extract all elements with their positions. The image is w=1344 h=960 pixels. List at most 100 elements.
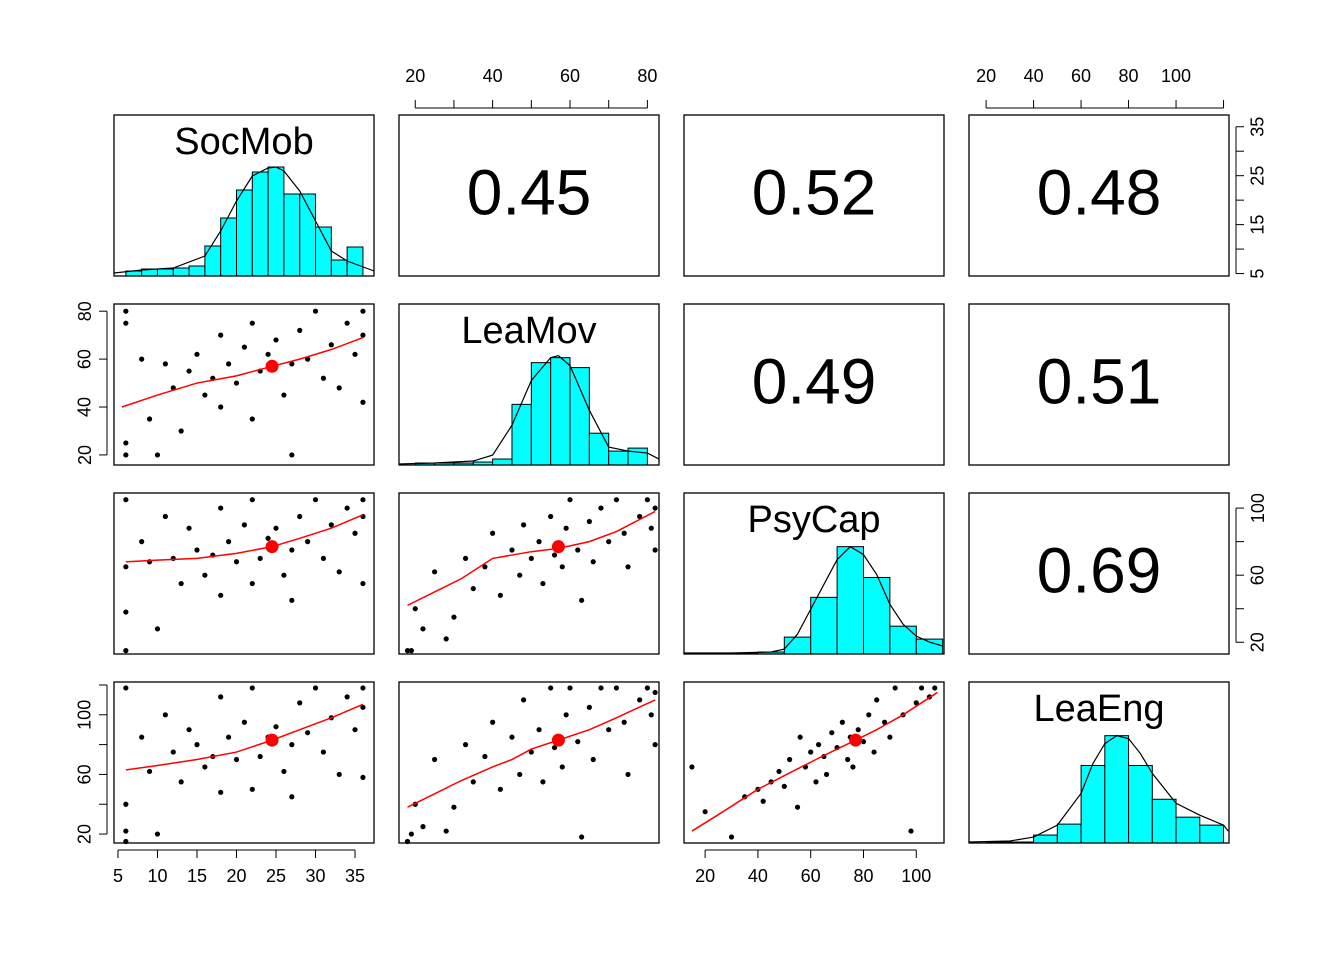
point [470, 585, 476, 592]
point [536, 539, 542, 545]
point [621, 530, 627, 536]
point [613, 497, 620, 503]
point [360, 399, 366, 405]
point [590, 756, 596, 763]
point [567, 685, 573, 691]
point [606, 539, 612, 545]
point [520, 522, 527, 528]
point [218, 505, 224, 511]
point [289, 794, 295, 800]
point [194, 742, 200, 748]
density-line [969, 735, 1229, 843]
point [344, 694, 350, 700]
point [281, 768, 287, 775]
y-tick-label: 35 [1248, 117, 1268, 137]
point [123, 828, 129, 834]
point [289, 452, 295, 458]
point [652, 547, 658, 553]
point [606, 727, 612, 733]
mean-point [265, 540, 279, 554]
point [123, 648, 129, 654]
point [728, 834, 735, 840]
point [265, 535, 271, 541]
point [586, 518, 592, 525]
point [839, 719, 845, 725]
point [932, 685, 938, 691]
point [644, 497, 650, 503]
point [123, 801, 129, 807]
point [451, 804, 457, 810]
mean-point [551, 540, 565, 554]
histogram-bar [1199, 824, 1225, 844]
point [551, 552, 558, 558]
point [233, 756, 240, 763]
point [352, 727, 358, 733]
correlation: 0.51 [1037, 345, 1162, 417]
point [218, 789, 224, 795]
point [548, 513, 554, 520]
correlation: 0.48 [1037, 156, 1162, 228]
histogram-bar [915, 638, 944, 655]
point [139, 356, 145, 362]
histogram-bar [511, 403, 532, 466]
histogram-bar [188, 265, 206, 277]
point [621, 719, 627, 725]
histogram-bar [283, 193, 301, 277]
point [289, 361, 295, 367]
point [194, 351, 200, 357]
point [360, 332, 366, 338]
panel-border [398, 114, 660, 277]
mean-point [265, 733, 279, 747]
point [178, 580, 184, 587]
point [892, 685, 898, 691]
point [320, 375, 327, 381]
point [776, 768, 782, 775]
point [412, 606, 418, 612]
x-tick-label: 60 [560, 66, 580, 86]
histogram-bar [1033, 834, 1058, 844]
point [490, 719, 496, 725]
point [420, 824, 426, 830]
point [579, 597, 585, 603]
point [567, 497, 573, 503]
y-tick-label: 20 [1248, 632, 1268, 652]
histogram-bar [267, 166, 285, 277]
point [249, 416, 255, 422]
histogram-bar [251, 171, 269, 277]
point [652, 505, 658, 511]
point [241, 522, 247, 528]
panel-border [398, 303, 660, 466]
point [328, 522, 334, 528]
point [490, 530, 496, 536]
smooth-line [125, 703, 364, 771]
correlation: 0.45 [467, 156, 592, 228]
point [225, 734, 232, 740]
point [598, 505, 604, 511]
histogram-bar [204, 245, 222, 277]
mean-point [265, 359, 279, 373]
point [850, 764, 856, 770]
point [482, 564, 488, 570]
smooth-line [125, 514, 364, 563]
variable-name: LeaMov [461, 310, 596, 352]
correlation: 0.69 [1037, 534, 1162, 606]
point [297, 700, 303, 706]
point [702, 809, 708, 815]
point [866, 712, 872, 718]
point [509, 734, 515, 740]
histogram-bar [1056, 823, 1082, 844]
point [225, 539, 232, 545]
point [154, 452, 161, 458]
histogram-bar [588, 432, 610, 466]
point [586, 704, 592, 710]
histogram-bar [608, 450, 629, 466]
point [257, 555, 263, 562]
point [575, 547, 581, 553]
point [652, 689, 658, 696]
point [404, 648, 411, 654]
x-tick-label: 20 [405, 66, 425, 86]
variable-name: PsyCap [747, 499, 880, 541]
point [233, 559, 240, 565]
point [360, 580, 366, 587]
mean-point [551, 733, 565, 747]
